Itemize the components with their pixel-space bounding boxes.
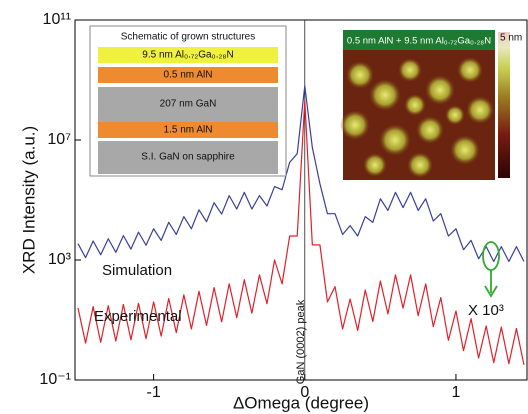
arrow bbox=[485, 270, 497, 296]
y-tick-label: 10⁷ bbox=[47, 131, 71, 148]
layer-label: 207 nm GaN bbox=[160, 99, 217, 110]
page: {"chart_data": {"type": "line", "x_label… bbox=[0, 0, 528, 414]
color-bar bbox=[498, 32, 510, 178]
schematic-title: Schematic of grown structures bbox=[121, 32, 256, 43]
y-axis-title: XRD Intensity (a.u.) bbox=[19, 126, 38, 274]
chart: Schematic of grown structures 9.5 nm Al₀… bbox=[0, 0, 528, 414]
layer-label: 9.5 nm Al₀.₇₂Ga₀.₂₈N bbox=[142, 50, 233, 61]
y-tick-label: 10¹¹ bbox=[43, 11, 71, 28]
afm-title: 0.5 nm AlN + 9.5 nm Al₀.₇₂Ga₀.₂₈N bbox=[347, 36, 491, 47]
layer-label: 0.5 nm AlN bbox=[164, 70, 213, 81]
layer-label: 1.5 nm AlN bbox=[164, 125, 213, 136]
afm-inset: 0.5 nm AlN + 9.5 nm Al₀.₇₂Ga₀.₂₈N 5 nm bbox=[340, 30, 522, 180]
peak-label: GaN (0002) peak bbox=[295, 299, 307, 384]
x-tick-label: 0 bbox=[300, 384, 309, 401]
x-tick-label: 1 bbox=[451, 384, 460, 401]
y-tick-label: 10³ bbox=[48, 251, 72, 268]
series-label: Experimental bbox=[94, 308, 182, 325]
x-tick-label: -1 bbox=[146, 384, 160, 401]
color-bar-label: 5 nm bbox=[500, 33, 522, 44]
layer-label: S.I. GaN on sapphire bbox=[141, 152, 235, 163]
series-label: Simulation bbox=[102, 262, 172, 279]
annotation: X 10³ bbox=[468, 302, 504, 319]
y-tick-label: 10⁻¹ bbox=[39, 371, 71, 388]
schematic-inset: Schematic of grown structures 9.5 nm Al₀… bbox=[90, 26, 286, 176]
